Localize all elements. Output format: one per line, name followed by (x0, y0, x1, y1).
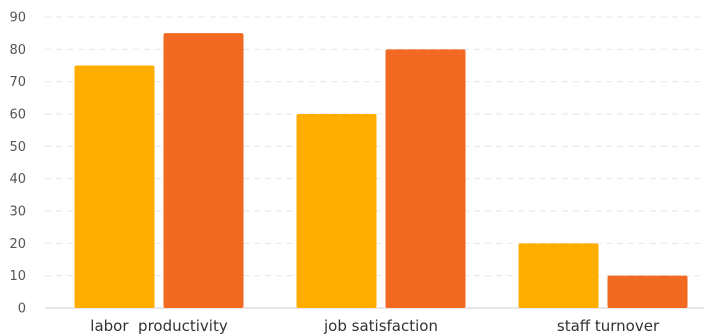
bars (74, 33, 688, 309)
x-category-label: staff turnover (557, 317, 660, 334)
y-tick-label: 70 (9, 75, 26, 90)
y-tick-label: 0 (18, 302, 26, 317)
y-tick-label: 50 (9, 140, 26, 155)
x-axis-labels: labor productivity job satisfaction staff … (90, 317, 660, 334)
bar-series-1-3 (518, 243, 599, 308)
bar-series-2-3 (607, 275, 688, 308)
y-tick-label: 40 (9, 172, 26, 187)
y-tick-label: 10 (9, 269, 26, 284)
bar-series-1-1 (74, 65, 155, 308)
x-category-label: labor productivity (90, 317, 228, 334)
y-tick-label: 60 (9, 108, 26, 123)
y-axis-ticks: 0 10 20 30 40 50 60 70 80 90 (9, 11, 26, 317)
y-tick-label: 80 (9, 43, 26, 58)
bar-series-1-2 (296, 114, 377, 308)
bar-series-2-1 (163, 33, 244, 309)
x-category-label: job satisfaction (323, 317, 438, 334)
y-tick-label: 30 (9, 205, 26, 220)
y-tick-label: 20 (9, 237, 26, 252)
y-tick-label: 90 (9, 11, 26, 26)
bar-series-2-2 (385, 49, 466, 308)
